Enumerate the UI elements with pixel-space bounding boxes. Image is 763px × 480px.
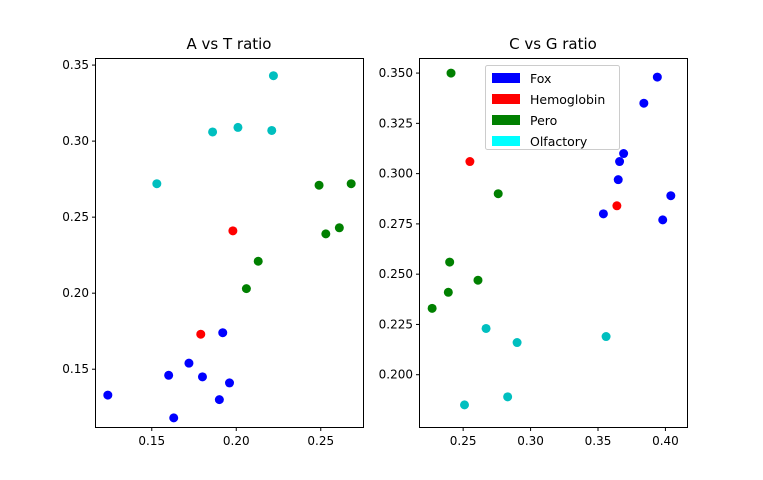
chart-panel-c-vs-g: C vs G ratio 0.25 0.30 0.35 0.400.2000.2250…	[379, 35, 688, 448]
data-point-fox	[197, 372, 207, 382]
data-point-fox	[214, 395, 224, 405]
x-tick-label: 0.25	[450, 434, 477, 448]
data-point-fox	[184, 358, 194, 368]
data-point-pero	[253, 256, 263, 266]
legend-box	[485, 65, 620, 150]
x-tick-label: 0.20	[223, 434, 250, 448]
chart-title: C vs G ratio	[509, 35, 597, 53]
x-tick-label: 0.35	[585, 434, 612, 448]
legend-label: Pero	[530, 113, 557, 128]
data-point-fox	[225, 378, 234, 388]
x-tick-label: 0.25	[307, 434, 334, 448]
axis-ticks: 0.25 0.30 0.35 0.40 0.200 0.225 0.250 0.275 0.30…	[379, 66, 679, 448]
y-tick-label: 0.250	[379, 267, 413, 281]
legend-label: Olfactory	[530, 134, 588, 149]
data-point-olfactory	[601, 332, 611, 342]
data-point-pero	[334, 223, 344, 233]
data-point-olfactory	[268, 71, 278, 81]
data-point-fox	[615, 157, 625, 167]
axes-frame	[419, 58, 688, 428]
data-point-fox	[658, 215, 668, 225]
data-point-fox	[218, 328, 228, 338]
y-tick-label: 0.325	[379, 116, 413, 130]
data-point-hemoglobin	[465, 157, 475, 167]
y-tick-label: 0.25	[62, 210, 89, 224]
data-point-pero	[493, 189, 503, 199]
data-point-olfactory	[233, 122, 243, 132]
data-point-fox	[666, 191, 676, 201]
data-point-pero	[443, 287, 453, 297]
data-point-olfactory	[512, 338, 522, 348]
data-point-pero	[427, 303, 437, 313]
data-point-olfactory	[267, 125, 277, 135]
x-tick-label: 0.30	[517, 434, 544, 448]
legend-label: Hemoglobin	[530, 92, 605, 107]
y-tick-label: 0.200	[379, 368, 413, 382]
axes-frame	[95, 58, 364, 428]
legend-swatch-pero	[492, 115, 520, 125]
axis-ticks: 0.15 0.20 0.25 0.15 0.20 0.25 0.30 0.35	[62, 58, 334, 448]
data-points	[427, 68, 676, 410]
data-point-fox	[164, 370, 174, 380]
y-tick-label: 0.15	[62, 362, 89, 376]
y-tick-label: 0.20	[62, 286, 89, 300]
legend-label: Fox	[530, 71, 551, 86]
y-tick-label: 0.350	[379, 66, 413, 80]
data-point-olfactory	[152, 179, 162, 189]
data-point-pero	[346, 179, 356, 189]
data-points	[103, 71, 356, 423]
data-point-fox	[619, 149, 629, 159]
y-tick-label: 0.275	[379, 217, 413, 231]
data-point-olfactory	[481, 323, 491, 333]
data-point-hemoglobin	[612, 201, 622, 211]
legend-swatch-fox	[492, 73, 520, 83]
data-point-pero	[314, 180, 324, 190]
y-tick-label: 0.35	[62, 58, 89, 72]
data-point-olfactory	[208, 127, 218, 137]
data-point-pero	[241, 284, 251, 294]
legend-swatch-olfactory	[492, 136, 520, 146]
legend: Fox Hemoglobin Pero Olfactory	[485, 65, 620, 150]
data-point-hemoglobin	[196, 329, 206, 339]
data-point-pero	[446, 68, 456, 78]
data-point-hemoglobin	[228, 226, 238, 236]
data-point-fox	[103, 390, 113, 400]
chart-panel-a-vs-t: A vs T ratio 0.15 0.20 0.25 0.15 0.20 0.25 0.3…	[62, 35, 364, 448]
data-point-fox	[169, 413, 179, 423]
data-point-fox	[598, 209, 608, 219]
data-point-fox	[639, 98, 649, 108]
legend-swatch-hemoglobin	[492, 94, 520, 104]
y-tick-label: 0.300	[379, 167, 413, 181]
data-point-olfactory	[460, 400, 469, 410]
data-point-pero	[473, 275, 483, 285]
data-point-olfactory	[503, 392, 513, 402]
y-tick-label: 0.225	[379, 317, 413, 331]
data-point-pero	[321, 229, 331, 239]
x-tick-label: 0.15	[138, 434, 165, 448]
x-tick-label: 0.40	[652, 434, 679, 448]
data-point-fox	[613, 175, 623, 185]
y-tick-label: 0.30	[62, 134, 89, 148]
data-point-pero	[445, 257, 455, 267]
data-point-fox	[652, 72, 662, 82]
chart-title: A vs T ratio	[186, 35, 271, 53]
